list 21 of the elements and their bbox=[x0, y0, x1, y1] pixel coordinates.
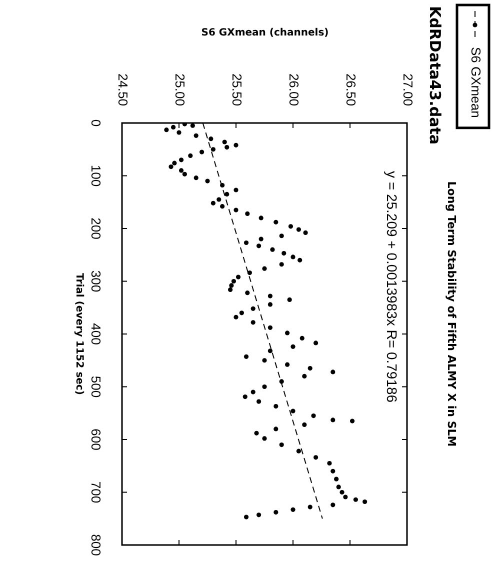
y-tick-label: 800 bbox=[88, 534, 104, 556]
legend-label: S6 GXmean bbox=[468, 47, 484, 118]
y-tick-label: 500 bbox=[88, 376, 104, 398]
chart-subtitle: KdRData43.data bbox=[426, 6, 444, 145]
y-tick-label: 200 bbox=[88, 218, 104, 240]
x-tick-label: 27.00 bbox=[400, 73, 416, 106]
y-tick-label: 0 bbox=[88, 119, 104, 127]
x-tick-label: 26.00 bbox=[286, 73, 302, 106]
y-tick-label: 600 bbox=[88, 428, 104, 450]
text: Long Term Stability of Fifth ALMY X in SLM bbox=[445, 181, 458, 447]
y-tick-label: 100 bbox=[88, 164, 104, 187]
x-tick-label: 24.50 bbox=[115, 73, 130, 106]
annotation: y = 25.209 + 0.0013983x R= 0.79186 bbox=[384, 171, 400, 403]
y-axis-title: Trial (every 1152 sec) bbox=[73, 273, 84, 395]
x-tick-label: 25.50 bbox=[229, 73, 244, 106]
y-tick-label: 400 bbox=[88, 323, 104, 345]
y-tick-label: 300 bbox=[88, 270, 104, 292]
x-tick-label: 26.50 bbox=[343, 73, 358, 106]
x-tick-label: 25.00 bbox=[172, 73, 188, 106]
x-axis-title: S6 GXmean (channels) bbox=[201, 28, 329, 39]
y-tick-label: 700 bbox=[88, 481, 104, 504]
